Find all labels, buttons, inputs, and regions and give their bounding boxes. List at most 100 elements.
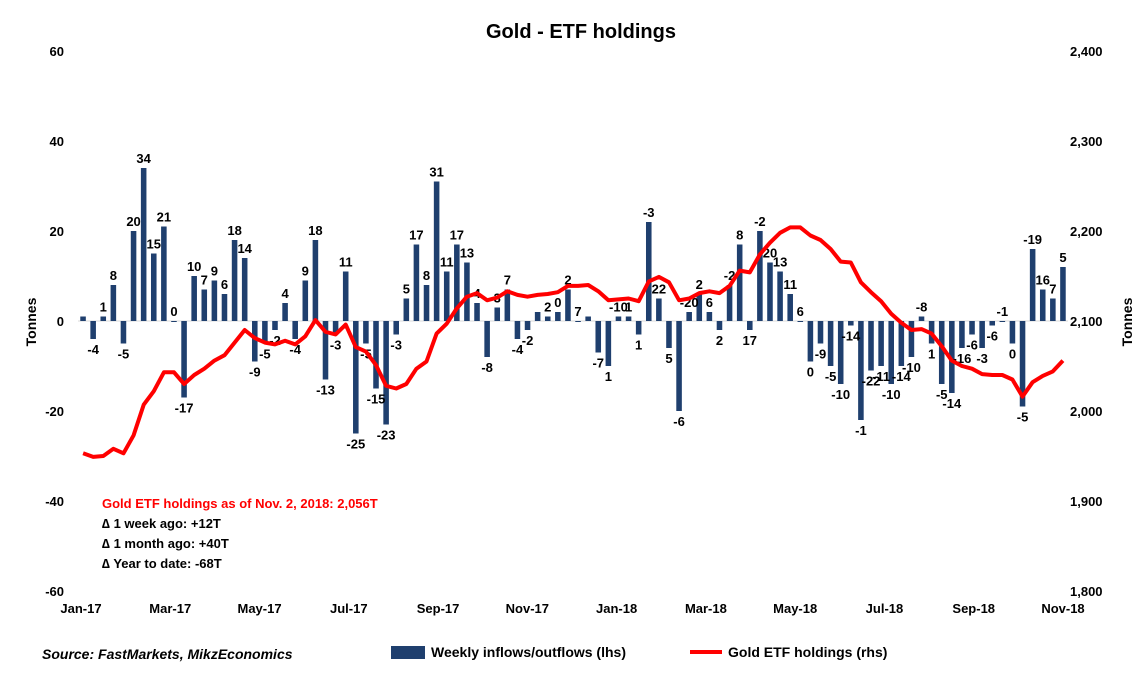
bar-label: -5 bbox=[825, 369, 837, 384]
bar-label: -8 bbox=[916, 300, 928, 315]
bar bbox=[595, 321, 602, 353]
x-tick-label: Jul-17 bbox=[330, 601, 368, 616]
bar bbox=[191, 276, 197, 321]
bar-series bbox=[80, 168, 1066, 434]
bar bbox=[777, 271, 783, 321]
bar bbox=[524, 321, 531, 330]
bar-label: 21 bbox=[157, 210, 171, 225]
bar-label: -6 bbox=[966, 338, 978, 353]
bar bbox=[221, 294, 228, 321]
bar bbox=[433, 181, 440, 321]
bar-label: 1 bbox=[928, 347, 935, 362]
bar-label: 6 bbox=[797, 304, 804, 319]
bar bbox=[726, 285, 733, 321]
bar-label: 18 bbox=[308, 223, 322, 238]
bar-label: 15 bbox=[147, 237, 161, 252]
bar bbox=[938, 321, 945, 384]
bar-label: -10 bbox=[831, 387, 850, 402]
bar-label: -10 bbox=[609, 300, 628, 315]
bar-label: -10 bbox=[882, 387, 901, 402]
bar bbox=[767, 262, 773, 321]
bar-label: -3 bbox=[390, 338, 402, 353]
bar-label: 9 bbox=[302, 264, 309, 279]
bar bbox=[1019, 321, 1026, 407]
bar bbox=[817, 321, 824, 344]
legend-label-line: Gold ETF holdings (rhs) bbox=[728, 644, 887, 660]
bar-label: 2 bbox=[544, 300, 551, 315]
holdings-line bbox=[82, 225, 1065, 459]
left-tick-label: -60 bbox=[45, 584, 64, 599]
bar bbox=[181, 321, 187, 398]
bar bbox=[80, 316, 86, 321]
bar bbox=[555, 312, 561, 321]
legend-swatch-bars bbox=[391, 646, 425, 659]
bar-label: 1 bbox=[100, 300, 107, 315]
bar bbox=[635, 321, 642, 335]
bar bbox=[696, 294, 703, 321]
bar bbox=[827, 321, 834, 366]
left-tick-label: -40 bbox=[45, 494, 64, 509]
bar-label: 9 bbox=[211, 264, 218, 279]
source-note: Source: FastMarkets, MikzEconomics bbox=[42, 646, 293, 662]
bar bbox=[686, 312, 692, 321]
bar-label: 14 bbox=[237, 241, 252, 256]
bar-label: 2 bbox=[716, 333, 723, 348]
bar bbox=[544, 316, 551, 321]
bar-label: 13 bbox=[460, 246, 474, 261]
bar-label: -13 bbox=[316, 383, 335, 398]
bar-label: -2 bbox=[724, 268, 736, 283]
bar bbox=[302, 280, 309, 321]
bar-label: 7 bbox=[574, 304, 581, 319]
bar bbox=[484, 321, 490, 357]
bar-label: 17 bbox=[409, 228, 423, 243]
x-tick-label: Mar-17 bbox=[149, 601, 191, 616]
left-tick-label: -20 bbox=[45, 404, 64, 419]
bar-label: -11 bbox=[872, 369, 890, 384]
bar bbox=[837, 321, 844, 384]
bar-label: -6 bbox=[673, 414, 685, 429]
bar bbox=[918, 316, 925, 321]
left-tick-label: 20 bbox=[50, 224, 64, 239]
bar bbox=[252, 321, 258, 362]
bar-label: -1 bbox=[855, 423, 867, 438]
bar bbox=[292, 321, 298, 339]
bar bbox=[625, 316, 632, 321]
x-tick-label: May-17 bbox=[238, 601, 282, 616]
bar-data-labels: -418-5203415210-17107961814-9-5-24-4918-… bbox=[87, 0, 1080, 452]
bar bbox=[90, 321, 96, 339]
bar bbox=[171, 321, 177, 322]
annotation-headline: Gold ETF holdings as of Nov. 2, 2018: 2,… bbox=[102, 496, 378, 511]
bar-label: 12 bbox=[1066, 0, 1080, 3]
bar-label: -19 bbox=[1023, 232, 1042, 247]
bar bbox=[706, 312, 713, 321]
bar bbox=[514, 321, 521, 339]
bar bbox=[868, 321, 874, 371]
bar bbox=[231, 240, 238, 321]
bar-label: 0 bbox=[1009, 347, 1016, 362]
bar-label: 0 bbox=[554, 295, 561, 310]
bar-label: -15 bbox=[367, 392, 386, 407]
bar bbox=[413, 244, 420, 321]
bar bbox=[403, 298, 410, 321]
x-axis-ticks: Jan-17 Mar-17 May-17 Jul-17 Sep-17 Nov-17 Jan-… bbox=[60, 601, 1084, 616]
bar-label: 18 bbox=[227, 223, 241, 238]
bar-label: -5 bbox=[936, 387, 948, 402]
bar bbox=[898, 321, 905, 366]
annotation-line-3: ∆ Year to date: -68T bbox=[102, 556, 222, 571]
x-tick-label: Nov-18 bbox=[1041, 601, 1084, 616]
bar bbox=[848, 321, 854, 326]
bar bbox=[736, 244, 743, 321]
right-tick-label: 1,800 bbox=[1070, 584, 1103, 599]
annotation-line-1: ∆ 1 week ago: +12T bbox=[102, 516, 221, 531]
bar bbox=[807, 321, 814, 362]
left-tick-label: 60 bbox=[50, 44, 64, 59]
bar bbox=[1050, 298, 1056, 321]
bar bbox=[959, 321, 965, 348]
bar-label: 2 bbox=[564, 273, 571, 288]
bar bbox=[605, 321, 612, 366]
x-tick-label: Sep-17 bbox=[417, 601, 460, 616]
bar-label: 5 bbox=[665, 351, 672, 366]
right-axis-title: Tonnes bbox=[1119, 297, 1135, 346]
x-tick-label: Jul-18 bbox=[866, 601, 904, 616]
